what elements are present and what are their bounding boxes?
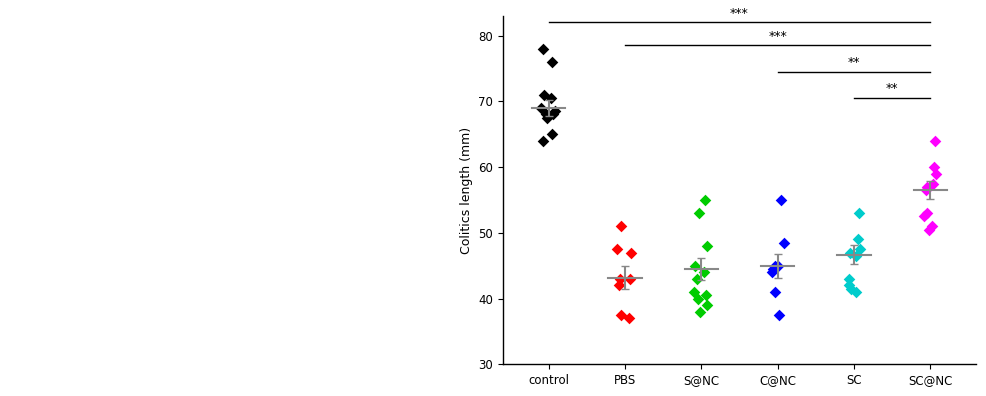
- Text: ***: ***: [730, 7, 749, 20]
- Point: [765, 266, 781, 272]
- Text: DSS: DSS: [245, 299, 287, 318]
- Point: [851, 210, 867, 216]
- Text: C@NC: C@NC: [245, 252, 277, 263]
- Point: [545, 111, 561, 118]
- Point: [921, 227, 937, 233]
- Point: [690, 295, 706, 302]
- Point: [537, 111, 553, 118]
- Point: [611, 282, 627, 289]
- Point: [613, 312, 629, 318]
- Point: [691, 210, 707, 216]
- Point: [767, 263, 783, 269]
- Text: SC@NC: SC@NC: [390, 252, 431, 263]
- Point: [770, 263, 786, 269]
- Point: [850, 236, 866, 243]
- Point: [697, 197, 713, 203]
- Point: [539, 114, 555, 121]
- Point: [916, 213, 932, 219]
- Text: **: **: [848, 56, 860, 69]
- Text: PBS: PBS: [97, 252, 116, 263]
- Text: **: **: [885, 82, 898, 95]
- Point: [771, 312, 787, 318]
- Point: [919, 210, 935, 216]
- Point: [841, 276, 857, 282]
- Point: [776, 240, 792, 246]
- Point: [924, 223, 940, 229]
- Point: [613, 223, 629, 229]
- Point: [764, 269, 780, 276]
- Point: [848, 253, 864, 259]
- Point: [841, 282, 857, 289]
- Point: [687, 263, 703, 269]
- Point: [612, 276, 628, 282]
- Point: [696, 269, 712, 276]
- Point: [927, 137, 943, 144]
- Point: [767, 289, 783, 295]
- Point: [686, 289, 702, 295]
- Point: [774, 197, 790, 203]
- Text: ***: ***: [768, 30, 787, 43]
- Point: [699, 243, 715, 249]
- Point: [698, 292, 714, 299]
- Point: [699, 302, 715, 308]
- Point: [535, 137, 551, 144]
- Point: [609, 246, 625, 252]
- Point: [543, 95, 559, 101]
- Point: [852, 246, 868, 252]
- Point: [623, 249, 639, 256]
- Point: [533, 105, 549, 111]
- Point: [848, 289, 864, 295]
- Point: [544, 59, 560, 65]
- Point: [621, 315, 637, 322]
- Point: [692, 308, 708, 315]
- Point: [842, 249, 858, 256]
- Text: SC: SC: [331, 252, 345, 263]
- Point: [926, 164, 942, 170]
- Point: [622, 276, 638, 282]
- Point: [544, 131, 560, 137]
- Point: [919, 184, 935, 190]
- Point: [843, 286, 859, 292]
- Point: [534, 46, 550, 52]
- Point: [547, 108, 563, 114]
- Y-axis label: Colitics length (mm): Colitics length (mm): [459, 126, 472, 254]
- Point: [926, 180, 942, 187]
- Point: [689, 276, 705, 282]
- Point: [536, 91, 552, 98]
- Text: S@NC: S@NC: [168, 252, 199, 263]
- Text: control: control: [16, 252, 52, 263]
- Point: [929, 170, 945, 177]
- Point: [918, 187, 934, 193]
